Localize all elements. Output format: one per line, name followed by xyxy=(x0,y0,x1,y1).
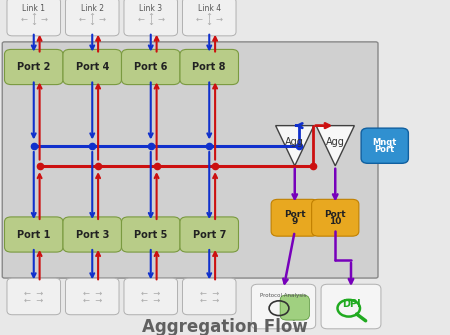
Text: ↑: ↑ xyxy=(206,12,213,20)
FancyBboxPatch shape xyxy=(361,128,409,163)
Text: Aggregation Flow: Aggregation Flow xyxy=(142,318,308,335)
FancyBboxPatch shape xyxy=(180,217,238,252)
Text: Port: Port xyxy=(324,210,346,219)
Text: Agg: Agg xyxy=(285,137,304,147)
Polygon shape xyxy=(316,126,355,166)
FancyBboxPatch shape xyxy=(321,284,381,329)
Text: Port 6: Port 6 xyxy=(134,62,167,72)
Text: Port 7: Port 7 xyxy=(193,229,226,240)
Text: Port 8: Port 8 xyxy=(193,62,226,72)
FancyBboxPatch shape xyxy=(7,278,60,315)
Text: ↑: ↑ xyxy=(30,12,37,20)
Text: ↑: ↑ xyxy=(89,12,96,20)
Text: Port 1: Port 1 xyxy=(17,229,50,240)
Text: Port 4: Port 4 xyxy=(76,62,109,72)
Text: Port 2: Port 2 xyxy=(17,62,50,72)
Text: ←  →: ← → xyxy=(141,289,160,297)
Text: ←: ← xyxy=(79,15,86,23)
FancyBboxPatch shape xyxy=(271,199,319,236)
FancyBboxPatch shape xyxy=(7,0,60,36)
FancyBboxPatch shape xyxy=(65,0,119,36)
Text: Port 3: Port 3 xyxy=(76,229,109,240)
Text: ←  →: ← → xyxy=(83,296,102,305)
Text: Link 2: Link 2 xyxy=(81,4,104,13)
Text: ←: ← xyxy=(20,15,27,23)
Text: ←  →: ← → xyxy=(24,296,43,305)
Text: ←  →: ← → xyxy=(24,289,43,297)
FancyBboxPatch shape xyxy=(311,199,359,236)
Text: ↓: ↓ xyxy=(89,18,96,26)
FancyBboxPatch shape xyxy=(251,284,316,329)
Text: ←: ← xyxy=(137,15,144,23)
Text: ←  →: ← → xyxy=(200,289,219,297)
Text: 9: 9 xyxy=(292,217,298,226)
Text: Agg: Agg xyxy=(326,137,345,147)
Text: →: → xyxy=(99,15,106,23)
Text: ←  →: ← → xyxy=(83,289,102,297)
Text: Mngt: Mngt xyxy=(373,138,397,147)
FancyBboxPatch shape xyxy=(280,295,310,320)
Text: Link 1: Link 1 xyxy=(22,4,45,13)
Text: ↓: ↓ xyxy=(30,18,37,26)
Text: ←: ← xyxy=(196,15,203,23)
Text: →: → xyxy=(157,15,164,23)
Text: Port: Port xyxy=(374,145,395,154)
FancyBboxPatch shape xyxy=(63,217,122,252)
Text: Link 3: Link 3 xyxy=(139,4,162,13)
FancyBboxPatch shape xyxy=(4,217,63,252)
Text: ↓: ↓ xyxy=(206,18,213,26)
Text: →: → xyxy=(40,15,47,23)
Text: →: → xyxy=(216,15,223,23)
Text: Protocol Analysis: Protocol Analysis xyxy=(260,293,307,298)
Text: ↑: ↑ xyxy=(147,12,154,20)
Text: 10: 10 xyxy=(329,217,342,226)
Polygon shape xyxy=(275,126,314,166)
Text: ←  →: ← → xyxy=(141,296,160,305)
FancyBboxPatch shape xyxy=(183,278,236,315)
FancyBboxPatch shape xyxy=(124,0,177,36)
Text: DPI: DPI xyxy=(342,299,360,309)
Text: Link 4: Link 4 xyxy=(198,4,221,13)
FancyBboxPatch shape xyxy=(122,217,180,252)
FancyBboxPatch shape xyxy=(124,278,177,315)
FancyBboxPatch shape xyxy=(122,49,180,84)
FancyBboxPatch shape xyxy=(4,49,63,84)
FancyBboxPatch shape xyxy=(183,0,236,36)
FancyBboxPatch shape xyxy=(65,278,119,315)
Text: ←  →: ← → xyxy=(200,296,219,305)
FancyBboxPatch shape xyxy=(2,42,378,278)
Text: ↓: ↓ xyxy=(147,18,154,26)
Text: Port: Port xyxy=(284,210,306,219)
Text: Port 5: Port 5 xyxy=(134,229,167,240)
FancyBboxPatch shape xyxy=(180,49,238,84)
FancyBboxPatch shape xyxy=(63,49,122,84)
